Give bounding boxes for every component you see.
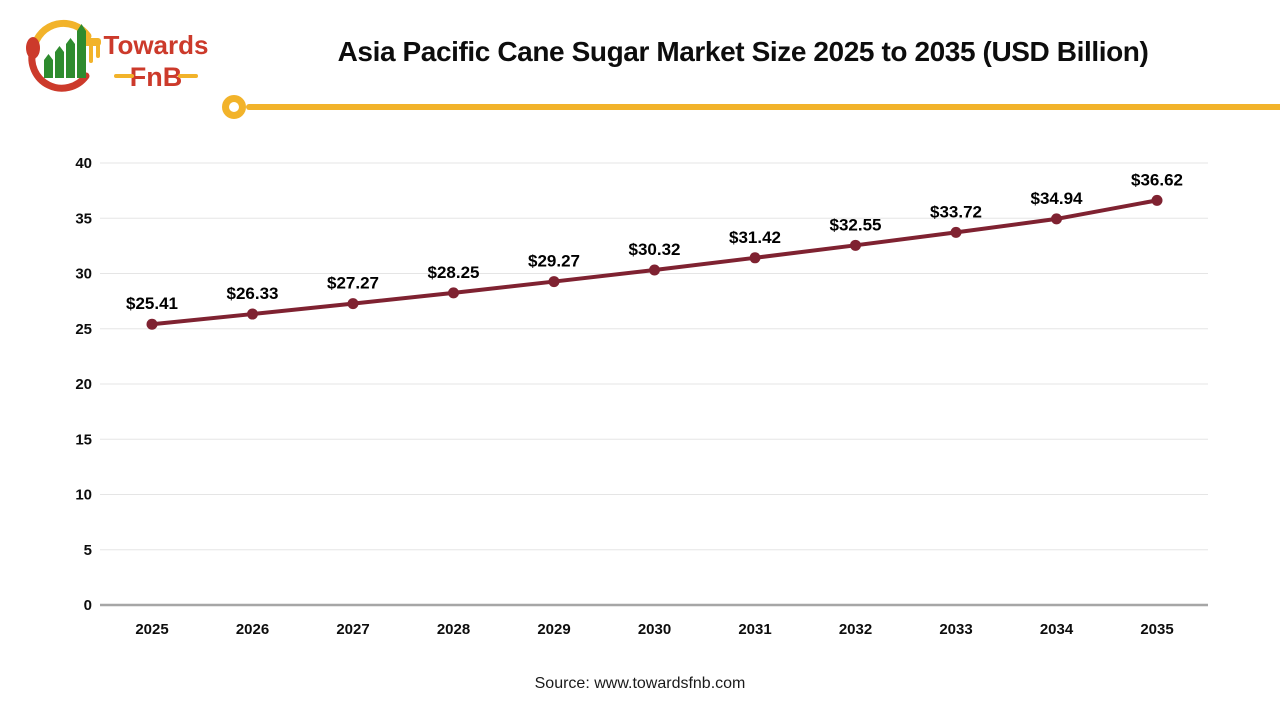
growth-bars-icon [44,24,86,78]
x-tick-label-2033: 2033 [939,621,972,638]
x-tick-label-2029: 2029 [537,621,570,638]
source-note: Source: www.towardsfnb.com [534,675,746,692]
brand-name-top: Towards [104,30,209,60]
x-tick-label-2032: 2032 [839,621,872,638]
y-tick-label: 5 [84,542,92,559]
data-point-2031 [749,252,761,264]
data-label-2029: $29.27 [528,252,580,271]
x-tick-label-2026: 2026 [236,621,269,638]
divider-ring-icon [222,95,246,119]
data-point-2032 [850,239,861,251]
data-point-2030 [649,264,660,276]
data-label-2027: $27.27 [327,274,379,293]
data-point-2035 [1151,194,1163,206]
y-tick-label: 35 [75,210,92,227]
divider-line [246,104,1280,110]
x-tick-label-2025: 2025 [135,621,168,638]
y-tick-label: 20 [75,376,92,393]
logo-emblem-icon [26,19,101,92]
spoon-icon [26,37,40,59]
data-point-2025 [146,318,158,330]
y-tick-label: 30 [75,266,92,283]
x-tick-label-2034: 2034 [1040,621,1074,638]
data-label-2032: $32.55 [830,215,882,234]
data-label-2030: $30.32 [629,240,681,259]
data-label-2025: $25.41 [126,294,178,313]
logo-arc-bottom [28,46,90,92]
market-size-line [150,198,1159,327]
towardsfnb-logo: Towards FnB [26,19,209,92]
y-tick-label: 10 [75,487,92,504]
data-point-2027 [347,298,359,310]
x-tick-label-2035: 2035 [1140,621,1173,638]
data-point-2033 [950,226,962,238]
x-tick-label-2031: 2031 [738,621,771,638]
y-tick-label: 0 [84,597,92,614]
data-point-2034 [1051,213,1062,225]
data-label-2026: $26.33 [227,284,279,303]
data-label-2035: $36.62 [1131,170,1183,189]
x-tick-label-2027: 2027 [336,621,369,638]
data-label-2028: $28.25 [428,263,480,282]
y-tick-label: 40 [75,155,92,172]
data-label-2033: $33.72 [930,202,982,221]
data-label-2034: $34.94 [1031,189,1084,208]
x-tick-label-2028: 2028 [437,621,470,638]
data-point-2029 [548,276,560,288]
x-tick-label-2030: 2030 [638,621,671,638]
y-tick-label: 15 [75,431,92,448]
data-point-2028 [448,287,459,299]
brand-name-bottom: FnB [130,62,182,92]
data-point-2026 [247,308,258,320]
data-label-2031: $31.42 [729,228,781,247]
chart-title: Asia Pacific Cane Sugar Market Size 2025… [337,36,1149,67]
y-tick-label: 25 [75,321,92,338]
